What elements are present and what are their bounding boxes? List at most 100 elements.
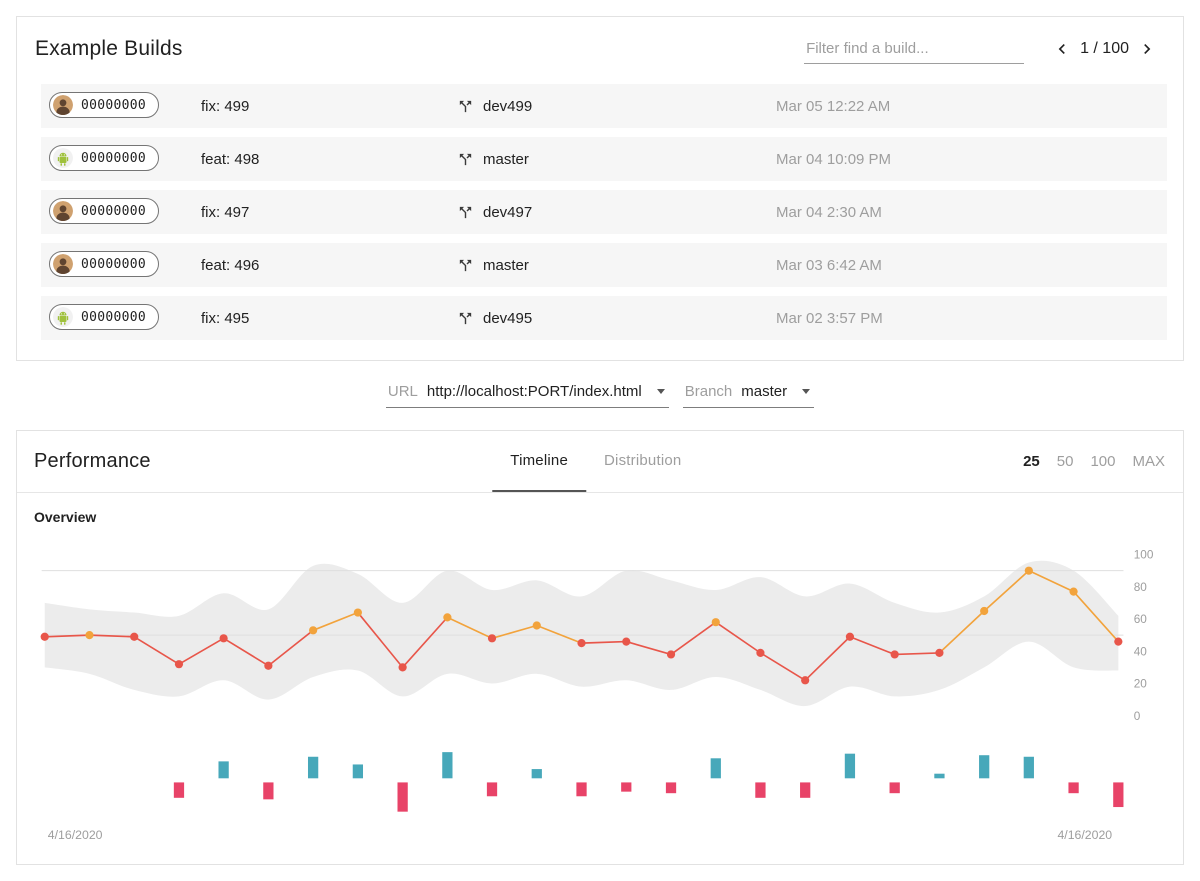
- build-row[interactable]: 00000000 feat: 498 master Mar 04 10:09 PM: [41, 137, 1167, 181]
- build-name: fix: 499: [201, 97, 250, 115]
- y-axis-tick-label: 20: [1134, 677, 1148, 691]
- score-point[interactable]: [622, 637, 631, 646]
- score-point[interactable]: [219, 634, 228, 643]
- score-point[interactable]: [1024, 566, 1033, 575]
- avatar: [53, 148, 73, 168]
- delta-bar: [665, 782, 677, 794]
- builds-card: Example Builds 1 / 100 00000000 fix: 499 d…: [16, 16, 1184, 361]
- score-point[interactable]: [130, 632, 139, 641]
- avatar: [53, 201, 73, 221]
- branch-icon: [459, 100, 472, 112]
- score-point[interactable]: [711, 618, 720, 627]
- score-point[interactable]: [845, 632, 855, 641]
- delta-bar: [263, 782, 274, 800]
- filter-input[interactable]: [804, 34, 1025, 64]
- score-line-segment: [670, 621, 717, 656]
- score-point[interactable]: [85, 631, 94, 640]
- score-point[interactable]: [1114, 637, 1123, 646]
- delta-bar: [1068, 782, 1079, 794]
- build-branch: dev495: [457, 310, 776, 327]
- tab-distribution[interactable]: Distribution: [586, 431, 699, 492]
- next-page-button[interactable]: [1135, 37, 1159, 61]
- score-point[interactable]: [890, 650, 899, 659]
- branch-icon: [459, 206, 472, 218]
- android-avatar-icon: [53, 148, 73, 168]
- y-axis-tick-label: 100: [1134, 548, 1154, 562]
- pagination: 1 / 100: [1050, 37, 1159, 61]
- chevron-right-icon: [1144, 44, 1151, 54]
- branch-select-label: Branch: [684, 383, 733, 400]
- range-25[interactable]: 25: [1023, 453, 1040, 470]
- build-branch: dev497: [457, 204, 776, 221]
- builds-title: Example Builds: [35, 37, 183, 60]
- build-row[interactable]: 00000000 fix: 495 dev495 Mar 02 3:57 PM: [41, 296, 1167, 340]
- build-date: Mar 05 12:22 AM: [776, 97, 891, 115]
- score-point[interactable]: [264, 661, 273, 670]
- performance-card: Performance Timeline Distribution 25 50 100…: [16, 430, 1184, 865]
- score-point[interactable]: [40, 632, 49, 641]
- score-point[interactable]: [353, 608, 362, 617]
- score-line-segment: [312, 611, 359, 632]
- tab-timeline[interactable]: Timeline: [492, 431, 587, 492]
- range-selector: 25 50 100 MAX: [1023, 453, 1165, 470]
- score-line-segment: [357, 612, 404, 668]
- build-name: feat: 498: [201, 150, 260, 168]
- build-row[interactable]: 00000000 fix: 499 dev499 Mar 05 12:22 AM: [41, 84, 1167, 128]
- score-point[interactable]: [756, 648, 765, 657]
- selects-row: URL http://localhost:PORT/index.html Bra…: [16, 379, 1184, 408]
- url-select[interactable]: URL http://localhost:PORT/index.html: [385, 379, 669, 408]
- pagination-label: 1 / 100: [1080, 40, 1129, 57]
- y-axis-tick-label: 0: [1134, 709, 1141, 723]
- build-row[interactable]: 00000000 fix: 497 dev497 Mar 04 2:30 AM: [41, 190, 1167, 234]
- score-line-segment: [491, 624, 538, 640]
- build-name: fix: 497: [201, 203, 250, 221]
- score-line-segment: [626, 640, 672, 656]
- score-point[interactable]: [532, 621, 541, 630]
- score-point[interactable]: [309, 626, 318, 635]
- person-avatar-icon: [53, 254, 73, 274]
- score-point[interactable]: [577, 639, 586, 648]
- build-name: feat: 496: [201, 256, 260, 274]
- branch-select-value: master: [741, 383, 788, 400]
- delta-bar: [397, 782, 408, 812]
- score-point[interactable]: [1069, 587, 1078, 596]
- x-axis-end-label: 4/16/2020: [1057, 828, 1112, 842]
- delta-bar: [173, 782, 185, 798]
- score-point[interactable]: [398, 663, 407, 672]
- performance-timeline-chart[interactable]: 0 20 40 60 80 100 4/16/2020 4/16/2020: [17, 533, 1183, 864]
- commit-hash-pill: 00000000: [49, 145, 160, 171]
- score-line-segment: [1028, 569, 1074, 593]
- branch-icon: [459, 153, 472, 165]
- caret-down-icon: [802, 389, 811, 394]
- build-branch: dev499: [457, 98, 776, 115]
- branch-name: dev499: [483, 97, 533, 115]
- score-point[interactable]: [801, 676, 810, 685]
- score-line-segment: [1072, 591, 1119, 643]
- url-select-label: URL: [387, 383, 418, 400]
- commit-hash: 00000000: [81, 203, 147, 219]
- range-100[interactable]: 100: [1090, 453, 1116, 470]
- range-50[interactable]: 50: [1056, 453, 1074, 470]
- score-point[interactable]: [980, 606, 989, 616]
- score-point[interactable]: [443, 613, 452, 622]
- branch-select[interactable]: Branch master: [682, 379, 815, 408]
- branch-name: dev495: [483, 309, 533, 327]
- delta-bar: [486, 782, 498, 797]
- score-line-segment: [759, 652, 806, 681]
- score-point[interactable]: [666, 650, 676, 659]
- build-date: Mar 04 2:30 AM: [776, 203, 882, 221]
- branch-name: master: [483, 256, 529, 274]
- person-avatar-icon: [53, 95, 73, 115]
- commit-hash-pill: 00000000: [49, 304, 160, 330]
- commit-hash: 00000000: [81, 256, 147, 272]
- score-line-segment: [402, 616, 448, 668]
- builds-header-right: 1 / 100: [804, 34, 1159, 64]
- performance-header: Performance Timeline Distribution 25 50 100…: [17, 431, 1183, 493]
- score-point[interactable]: [935, 648, 944, 657]
- build-row[interactable]: 00000000 feat: 496 master Mar 03 6:42 AM: [41, 243, 1167, 287]
- prev-page-button[interactable]: [1050, 37, 1074, 61]
- range-max[interactable]: MAX: [1132, 453, 1165, 470]
- score-point[interactable]: [487, 634, 497, 643]
- score-line-segment: [581, 640, 627, 644]
- score-point[interactable]: [174, 660, 184, 669]
